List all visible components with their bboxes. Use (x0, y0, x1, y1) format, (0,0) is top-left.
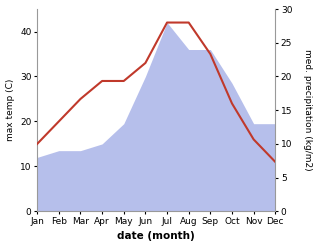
Y-axis label: med. precipitation (kg/m2): med. precipitation (kg/m2) (303, 49, 313, 171)
Y-axis label: max temp (C): max temp (C) (5, 79, 15, 141)
X-axis label: date (month): date (month) (117, 231, 195, 242)
